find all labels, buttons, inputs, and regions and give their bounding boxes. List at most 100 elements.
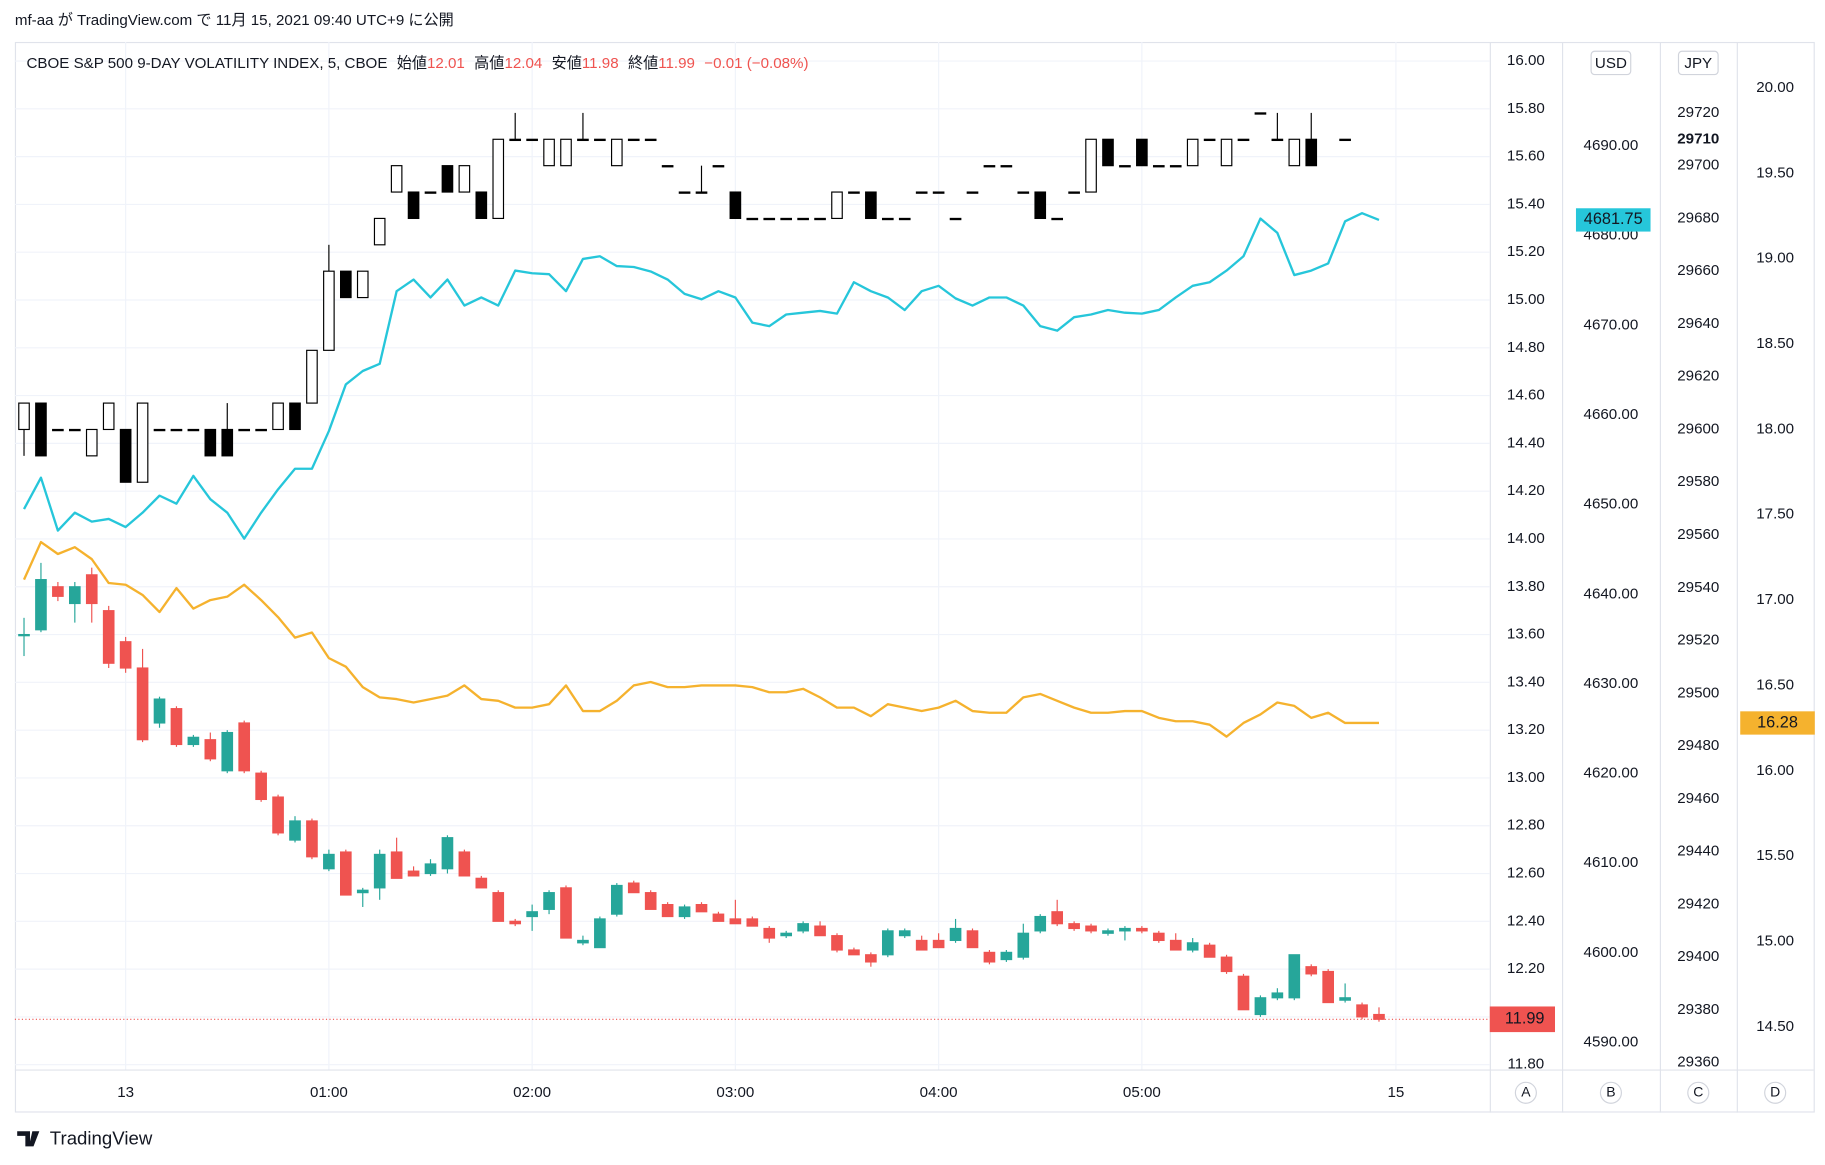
candle-body [69, 586, 81, 605]
currency-badge [1677, 50, 1719, 76]
candle-body [18, 402, 30, 431]
y-tick-label: 20.00 [1756, 79, 1794, 96]
candle-body [983, 951, 996, 963]
candle-body [221, 428, 234, 457]
line-series [22, 540, 1379, 738]
logo-mark [17, 1131, 40, 1147]
candle-body [627, 882, 640, 894]
y-tick-label: 13.20 [1507, 721, 1545, 738]
ohlc-value: 11.99 [658, 55, 695, 72]
axis-letter: B [1606, 1083, 1615, 1099]
candle-body [695, 904, 708, 913]
candle-body [881, 217, 894, 221]
candle-body [932, 191, 945, 194]
candle-body [1288, 138, 1301, 167]
candle-body [458, 851, 471, 877]
candle-body [136, 402, 149, 483]
candle-body [729, 191, 742, 220]
y-tick-label: 16.00 [1756, 762, 1794, 779]
price-tag [1575, 208, 1651, 232]
candle-body [577, 138, 589, 142]
candle-body [695, 191, 708, 194]
candle-body [35, 402, 47, 457]
candle-body [848, 949, 860, 956]
y-tick-label: 4650.00 [1584, 496, 1639, 513]
candle-body [441, 837, 454, 870]
y-tick-label: 14.00 [1507, 530, 1545, 547]
y-tick-label: 18.00 [1756, 420, 1794, 437]
candle-body [1373, 1013, 1385, 1020]
y-tick-label: 16.00 [1507, 52, 1545, 69]
y-tick-label: 29680 [1677, 209, 1719, 226]
y-tick-label: 29640 [1677, 315, 1719, 332]
ohlc-value: 11.98 [582, 55, 619, 72]
candle-body [221, 731, 234, 772]
candle-body [35, 579, 47, 631]
candle-body [136, 667, 149, 741]
axis-letter: D [1770, 1083, 1780, 1099]
candle-body [1102, 930, 1114, 934]
candle-body [746, 217, 759, 221]
candle-body [356, 889, 369, 894]
y-tick-label: 13.60 [1507, 626, 1545, 643]
candle-body [1017, 932, 1030, 958]
y-tick-label: 4640.00 [1584, 585, 1639, 602]
brand: TradingView [50, 1127, 153, 1148]
plot-layer [14, 41, 1490, 1070]
candle-body [1322, 970, 1335, 1004]
candle-body [560, 138, 572, 167]
candle-body [627, 138, 640, 142]
candle-body [1356, 1004, 1368, 1018]
candle-body [187, 428, 200, 432]
candle-body [594, 918, 606, 949]
candle-body [492, 892, 505, 922]
candle-body [509, 138, 522, 142]
ohlc-label: 終値 [628, 55, 658, 72]
candle-body [526, 138, 538, 142]
candle-body [458, 165, 471, 193]
y-tick-label: 19.00 [1756, 250, 1794, 267]
candle-body [441, 165, 454, 193]
candle-body [255, 428, 267, 432]
candle-body [153, 428, 166, 432]
candle-body [390, 851, 403, 879]
candle-body [763, 927, 776, 939]
candle-body [1339, 138, 1351, 142]
candle-body [1237, 975, 1250, 1011]
y-tick-label: 29440 [1677, 843, 1719, 860]
candle-body [1085, 138, 1097, 193]
candle-body [729, 918, 742, 925]
currency-label: JPY [1684, 55, 1712, 72]
candle-body [339, 270, 352, 299]
candle-body [339, 851, 352, 896]
candle-body [373, 217, 386, 246]
y-tick-label: 14.40 [1507, 434, 1545, 451]
candle-body [1068, 191, 1080, 194]
y-tick-label: 15.80 [1507, 100, 1545, 117]
change: −0.01 (−0.08%) [704, 55, 808, 72]
series-name: CBOE S&P 500 9-DAY VOLATILITY INDEX, 5, … [27, 55, 388, 72]
candle-body [272, 796, 284, 834]
y-tick-label: 12.40 [1507, 912, 1545, 929]
y-tick-label: 29420 [1677, 895, 1719, 912]
x-tick-label: 15 [1388, 1084, 1405, 1101]
y-tick-label: 4620.00 [1584, 765, 1639, 782]
candle-body [543, 138, 555, 167]
price-tag [1740, 711, 1815, 735]
candle-body [390, 165, 403, 193]
candle-body [1254, 112, 1267, 115]
y-tick-label: 29600 [1677, 420, 1719, 437]
y-tick-label: 15.40 [1507, 195, 1545, 212]
y-tick-label: 15.00 [1507, 291, 1545, 308]
y-tick-label: 12.60 [1507, 865, 1545, 882]
y-tick-label: 17.00 [1756, 591, 1794, 608]
y-tick-label: 19.50 [1756, 164, 1794, 181]
candle-body [424, 863, 437, 875]
candle-body [797, 923, 809, 932]
candle-body [1220, 956, 1233, 973]
candle-body [543, 892, 555, 910]
y-tick-label: 13.00 [1507, 769, 1545, 786]
candle-body [170, 708, 183, 746]
price-tag-label: 29710 [1677, 130, 1719, 147]
candle-body [1339, 997, 1351, 1001]
